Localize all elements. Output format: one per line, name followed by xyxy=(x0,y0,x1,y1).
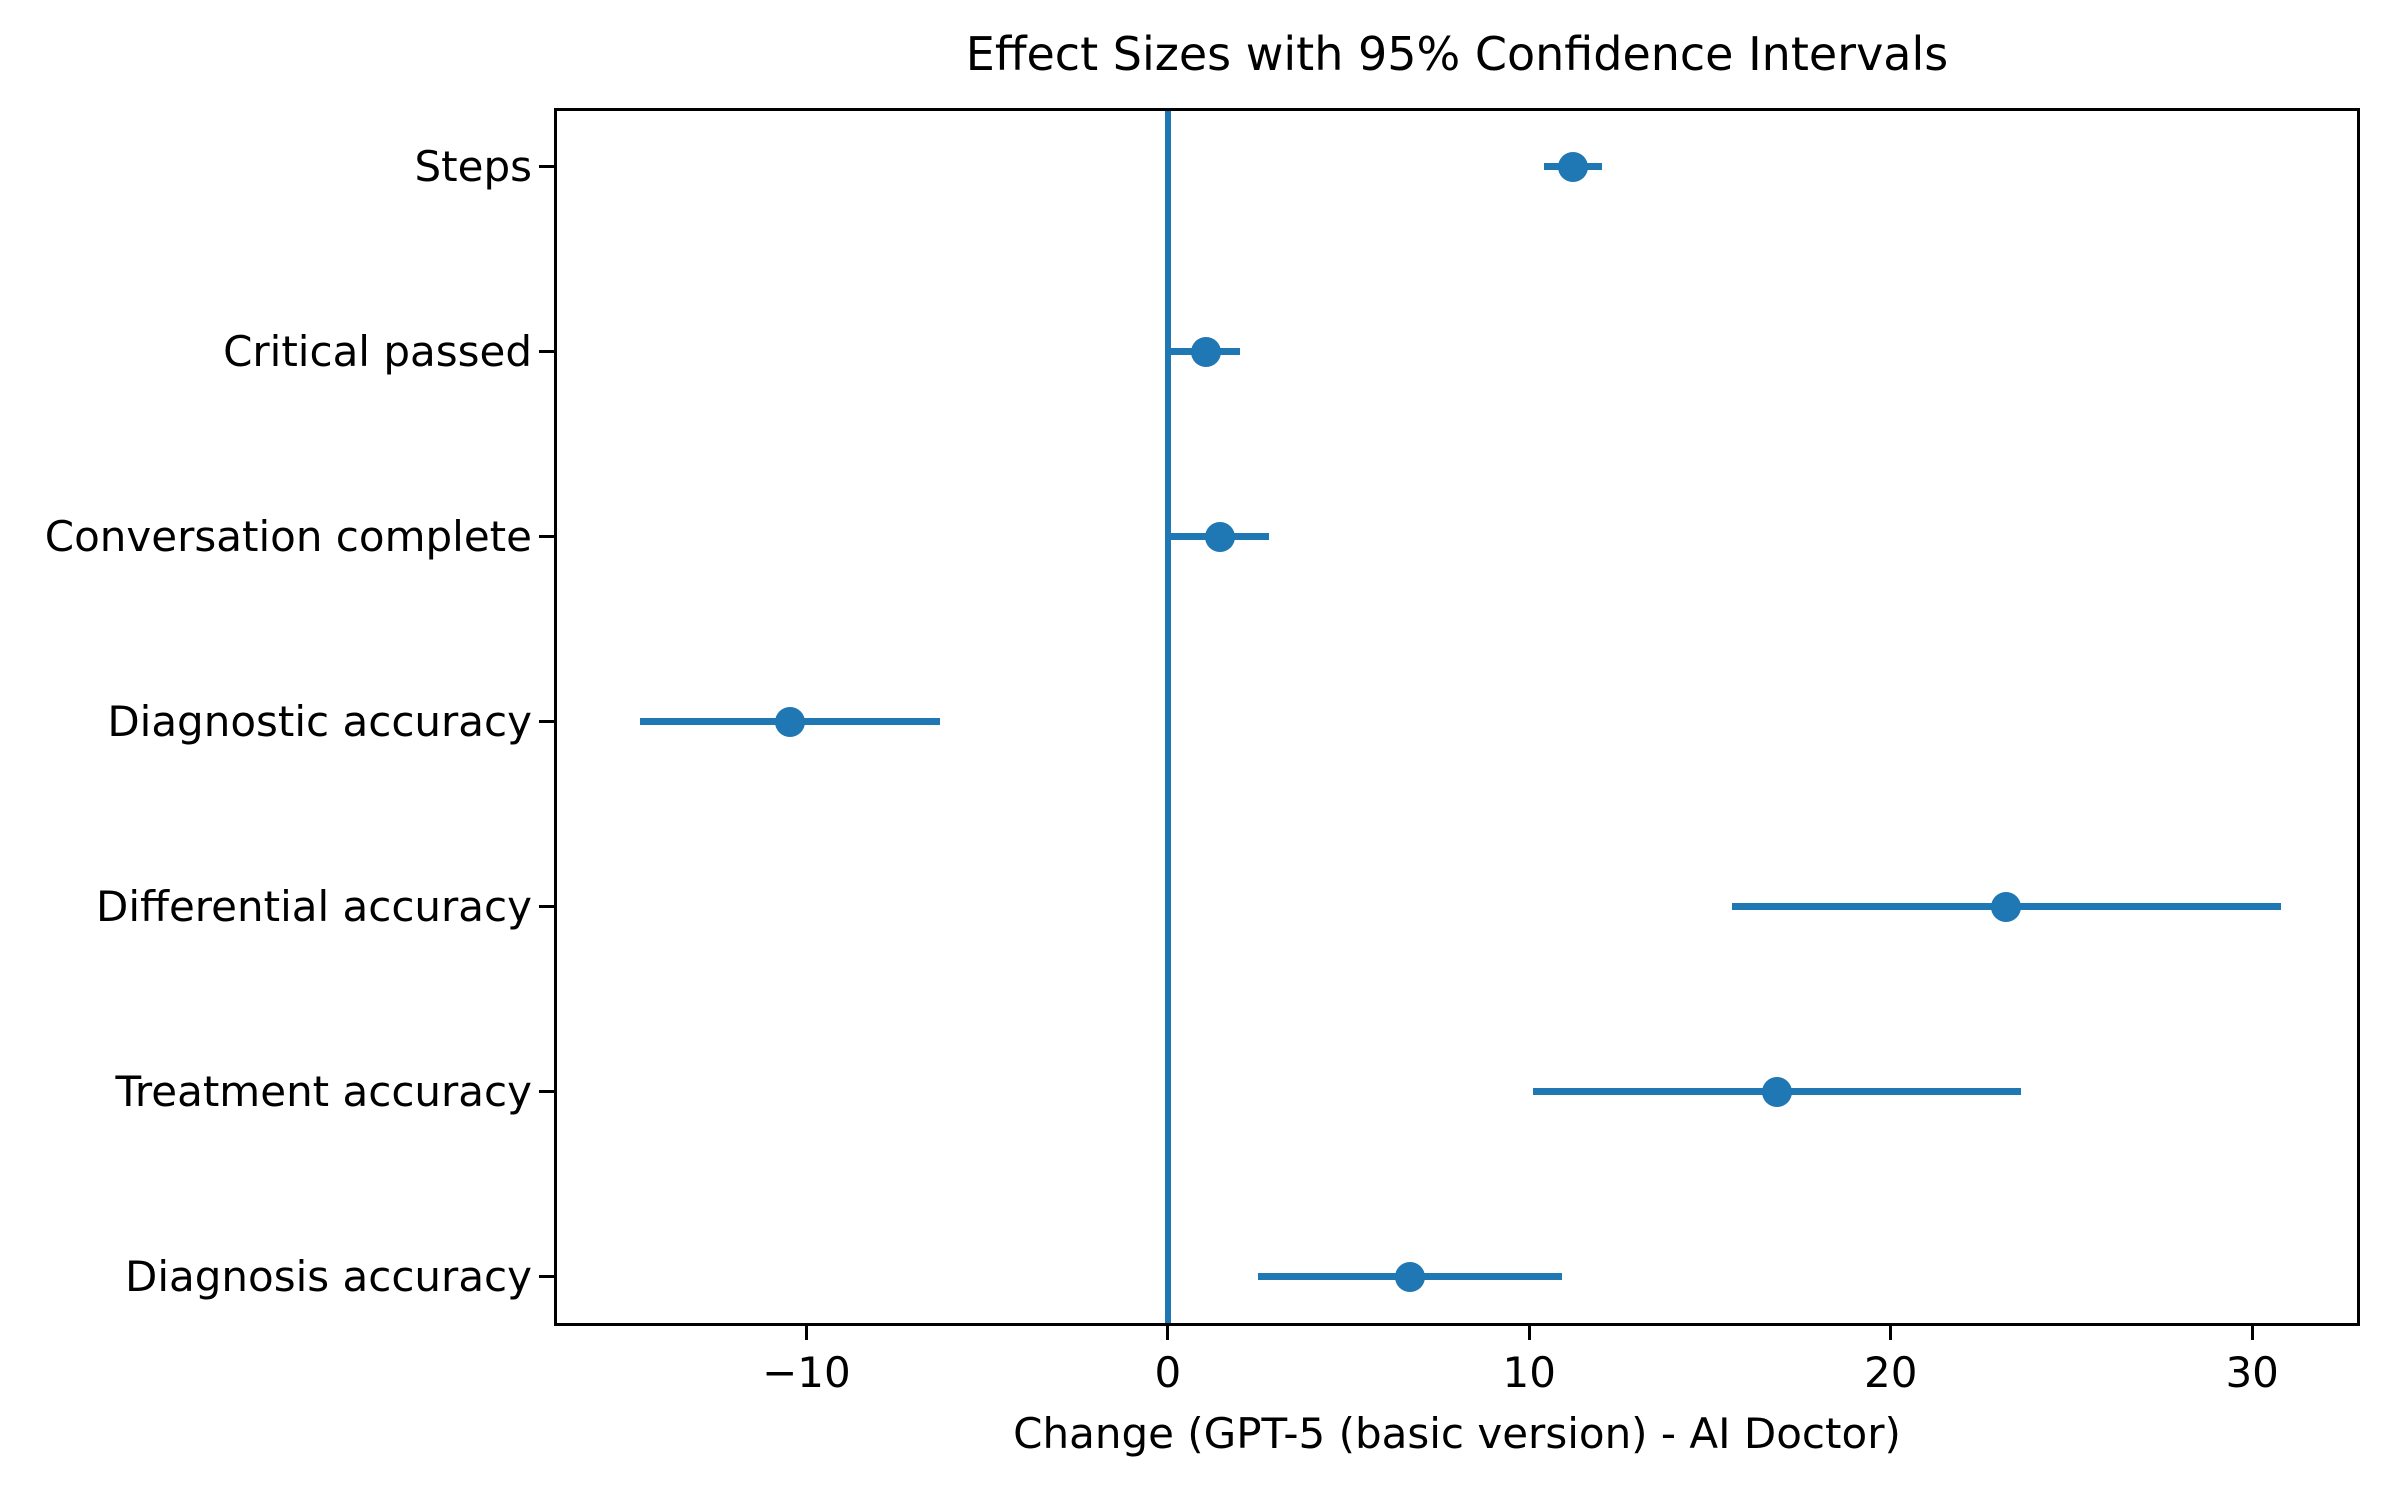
data-point xyxy=(1991,892,2022,922)
data-point xyxy=(1190,337,1221,367)
zero-reference-line xyxy=(1164,111,1171,1323)
chart-title: Effect Sizes with 95% Confidence Interva… xyxy=(965,27,1949,81)
data-point xyxy=(775,707,806,737)
y-tick xyxy=(539,1090,554,1093)
x-tick-label: −10 xyxy=(762,1348,851,1397)
y-tick xyxy=(539,165,554,168)
x-tick-label: 30 xyxy=(2225,1348,2279,1397)
y-axis-label: Conversation complete xyxy=(44,512,532,561)
y-axis-label: Steps xyxy=(414,142,532,191)
x-tick-label: 0 xyxy=(1154,1348,1182,1397)
y-tick xyxy=(539,350,554,353)
plot-area xyxy=(554,108,2360,1326)
y-tick xyxy=(539,1275,554,1278)
x-axis-label: Change (GPT-5 (basic version) - AI Docto… xyxy=(1013,1409,1901,1458)
data-point xyxy=(1761,1077,1792,1107)
y-tick xyxy=(539,905,554,908)
y-axis-label: Diagnosis accuracy xyxy=(125,1252,532,1301)
x-tick xyxy=(1166,1326,1169,1340)
x-tick xyxy=(1889,1326,1892,1340)
y-tick xyxy=(539,535,554,538)
x-tick xyxy=(2251,1326,2254,1340)
data-point xyxy=(1557,152,1588,182)
y-axis-label: Diagnostic accuracy xyxy=(107,697,532,746)
data-point xyxy=(1395,1262,1425,1292)
x-tick-label: 20 xyxy=(1864,1348,1918,1397)
y-axis-label: Treatment accuracy xyxy=(115,1067,532,1116)
x-tick-label: 10 xyxy=(1502,1348,1557,1397)
x-tick xyxy=(805,1326,808,1340)
x-tick xyxy=(1528,1326,1531,1340)
data-point xyxy=(1205,522,1236,552)
y-axis-label: Differential accuracy xyxy=(96,882,532,931)
y-axis-label: Critical passed xyxy=(223,327,532,376)
y-tick xyxy=(539,720,554,723)
